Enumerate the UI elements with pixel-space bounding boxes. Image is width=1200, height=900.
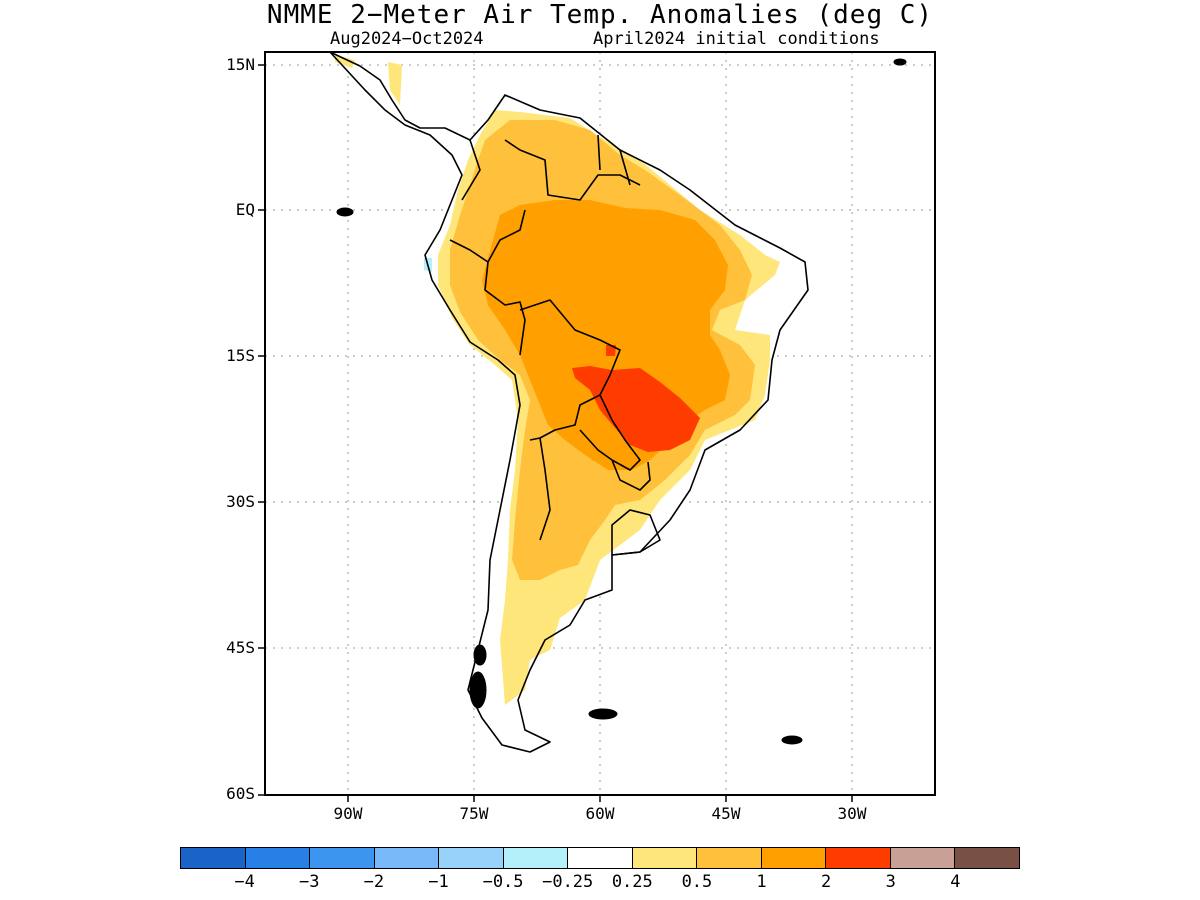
lat-label-60s: 60S [226, 784, 255, 803]
lon-label-30w: 30W [837, 804, 867, 823]
lat-label-15n: 15N [226, 55, 255, 74]
colorbar-swatch [439, 848, 504, 868]
colorbar-tick-label: 3 [885, 872, 896, 892]
lon-label-60w: 60W [585, 804, 615, 823]
colorbar-swatch [761, 848, 827, 868]
colorbar-swatch [955, 848, 1019, 868]
continent-coastline [329, 51, 809, 753]
colorbar-tick-label: −2 [363, 872, 385, 892]
lat-label-eq: EQ [235, 200, 255, 219]
atlantic-island [893, 58, 907, 66]
lon-label-45w: 45W [711, 804, 741, 823]
map-boundaries [329, 51, 809, 753]
lat-label-30s: 30S [226, 492, 255, 511]
lat-label-45s: 45S [226, 638, 255, 657]
colorbar-tick-label: 0.5 [681, 872, 713, 892]
colorbar-swatch [632, 848, 698, 868]
falkland-islands [588, 708, 618, 720]
colorbar-tick-label: 2 [821, 872, 832, 892]
colorbar-swatch [503, 848, 569, 868]
colorbar-tick-label: −1 [428, 872, 449, 892]
islands [336, 58, 907, 745]
lon-label-75w: 75W [459, 804, 489, 823]
colorbar [180, 847, 1020, 869]
colorbar-swatch [310, 848, 375, 868]
lat-label-15s: 15S [226, 346, 255, 365]
colorbar-swatch [890, 848, 956, 868]
colorbar-tick-label: −0.25 [542, 872, 594, 892]
chilean-fjords [469, 671, 487, 709]
colorbar-tick-label: −3 [298, 872, 320, 892]
forecast-period: Aug2024−Oct2024 [330, 29, 484, 49]
colorbar-swatch [826, 848, 891, 868]
colorbar-tick-label: −0.5 [482, 872, 524, 892]
south-georgia-island [781, 735, 803, 745]
colorbar-tick-label: −4 [234, 872, 255, 892]
initial-conditions: April2024 initial conditions [593, 29, 880, 49]
axis-ticks [258, 64, 853, 802]
colorbar-swatch [181, 848, 246, 868]
chiloe-island [473, 644, 487, 666]
national-borders [449, 134, 661, 556]
colorbar-swatch [568, 848, 633, 868]
anomaly-2-3-region [572, 345, 700, 452]
colorbar-swatch [697, 848, 762, 868]
figure-title: NMME 2−Meter Air Temp. Anomalies (deg C) [266, 0, 934, 30]
colorbar-swatch [374, 848, 440, 868]
galapagos-islands [336, 207, 354, 217]
lon-label-90w: 90W [333, 804, 363, 823]
colorbar-tick-label: 1 [756, 872, 767, 892]
colorbar-tick-label: 0.25 [611, 872, 653, 892]
colorbar-swatch [245, 848, 311, 868]
colorbar-tick-label: 4 [950, 872, 961, 892]
